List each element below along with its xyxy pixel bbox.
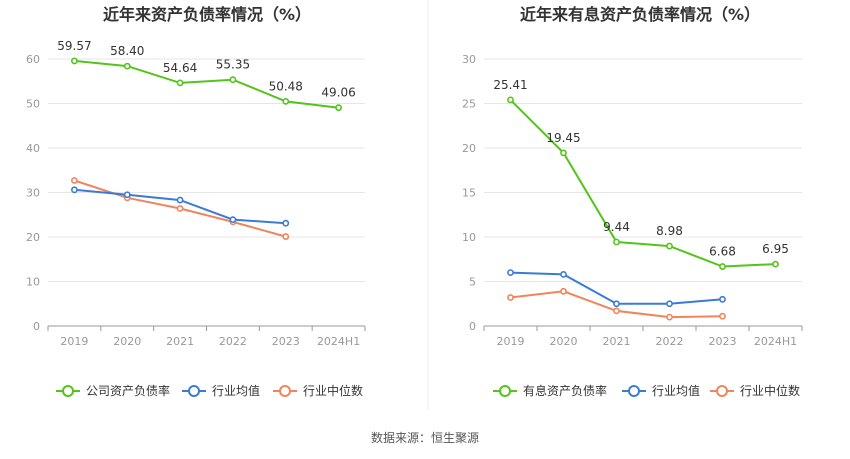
- x-tick-label: 2019: [497, 335, 525, 348]
- chart-title: 近年来资产负债率情况（%）: [103, 5, 311, 24]
- legend-label: 有息资产负债率: [523, 383, 607, 398]
- data-point: [719, 295, 726, 303]
- data-point: [123, 191, 131, 199]
- x-tick-label: 2021: [166, 335, 194, 348]
- x-tick-label: 2024H1: [317, 335, 360, 348]
- data-point: [613, 307, 620, 315]
- data-point: [282, 233, 290, 240]
- legend-label: 公司资产负债率: [86, 383, 170, 398]
- data-point: [229, 216, 237, 224]
- x-tick-label: 2021: [603, 335, 631, 348]
- data-point: [719, 312, 726, 320]
- data-point: [71, 186, 78, 194]
- y-tick-label: 20: [462, 142, 476, 155]
- data-label: 55.35: [216, 58, 250, 72]
- data-point: [772, 260, 779, 268]
- y-tick-label: 30: [462, 53, 476, 66]
- x-tick-label: 2020: [113, 335, 141, 348]
- legend-item[interactable]: 行业中位数: [273, 383, 363, 398]
- data-label: 50.48: [269, 79, 303, 93]
- data-label: 6.68: [709, 245, 736, 259]
- data-point: [282, 97, 290, 105]
- x-tick-label: 2020: [550, 335, 578, 348]
- data-point: [282, 219, 290, 227]
- series-line: [74, 59, 339, 109]
- y-tick-label: 15: [462, 187, 476, 200]
- data-point: [613, 238, 620, 246]
- y-tick-label: 10: [26, 276, 40, 289]
- data-source-text: 数据来源：恒生聚源: [371, 430, 479, 445]
- data-point: [71, 57, 78, 65]
- data-point: [71, 177, 78, 184]
- data-point: [666, 313, 673, 321]
- y-tick-label: 10: [462, 231, 476, 244]
- data-point: [560, 270, 567, 278]
- data-label: 49.06: [321, 86, 355, 100]
- x-tick-label: 2023: [272, 335, 300, 348]
- legend-item[interactable]: 行业中位数: [710, 383, 800, 398]
- data-point: [719, 263, 726, 270]
- data-point: [507, 269, 514, 276]
- y-tick-label: 40: [26, 142, 40, 155]
- series-line: [510, 271, 723, 305]
- data-label: 54.64: [163, 61, 197, 75]
- y-tick-label: 25: [462, 98, 476, 111]
- data-point: [507, 294, 514, 301]
- data-label: 59.57: [57, 39, 91, 53]
- data-point: [176, 79, 184, 87]
- y-tick-label: 0: [469, 320, 476, 333]
- legend-item[interactable]: 行业均值: [182, 383, 260, 398]
- series-line: [509, 99, 776, 268]
- data-point: [666, 300, 673, 308]
- legend-marker-icon: [188, 385, 200, 397]
- data-point: [613, 300, 620, 308]
- legend-label: 行业均值: [652, 383, 700, 398]
- legend-marker-icon: [628, 385, 640, 397]
- data-point: [560, 149, 567, 157]
- x-tick-label: 2019: [60, 335, 88, 348]
- legend-item[interactable]: 有息资产负债率: [493, 383, 607, 398]
- data-point: [123, 62, 131, 70]
- legend-label: 行业均值: [212, 383, 260, 398]
- data-label: 25.41: [493, 78, 527, 92]
- data-point: [507, 96, 514, 104]
- chart-panel-debt-ratio: 近年来资产负债率情况（%） 0 10 20 30 40 50 60 2019 2020 2021 20…: [26, 5, 366, 398]
- y-tick-label: 5: [469, 276, 476, 289]
- data-label: 8.98: [656, 224, 683, 238]
- data-label: 19.45: [546, 131, 580, 145]
- legend-marker-icon: [716, 385, 728, 397]
- data-label: 58.40: [110, 44, 144, 58]
- chart-title: 近年来有息资产负债率情况（%）: [520, 5, 760, 24]
- legend-item[interactable]: 行业均值: [622, 383, 700, 398]
- data-label: 9.44: [603, 220, 630, 234]
- x-tick-label: 2023: [709, 335, 737, 348]
- data-label: 6.95: [762, 242, 789, 256]
- y-tick-label: 0: [33, 320, 40, 333]
- data-point: [335, 104, 342, 112]
- legend-marker-icon: [499, 385, 511, 397]
- x-tick-label: 2024H1: [754, 335, 797, 348]
- legend-label: 行业中位数: [303, 383, 363, 398]
- data-point: [666, 242, 673, 250]
- y-tick-label: 20: [26, 231, 40, 244]
- legend-marker-icon: [279, 385, 291, 397]
- data-point: [560, 287, 567, 295]
- y-tick-label: 30: [26, 187, 40, 200]
- legend-marker-icon: [62, 385, 74, 397]
- data-point: [176, 196, 184, 204]
- x-tick-label: 2022: [219, 335, 247, 348]
- data-point: [229, 76, 237, 84]
- legend-label: 行业中位数: [740, 383, 800, 398]
- chart-panel-interest-debt-ratio: 近年来有息资产负债率情况（%） 0 5 10 15 20 25 30 2019 2020 2021 2…: [462, 5, 803, 398]
- y-tick-label: 50: [26, 98, 40, 111]
- y-tick-label: 60: [26, 53, 40, 66]
- data-point: [176, 205, 184, 212]
- x-tick-label: 2022: [656, 335, 684, 348]
- legend-item[interactable]: 公司资产负债率: [56, 383, 170, 398]
